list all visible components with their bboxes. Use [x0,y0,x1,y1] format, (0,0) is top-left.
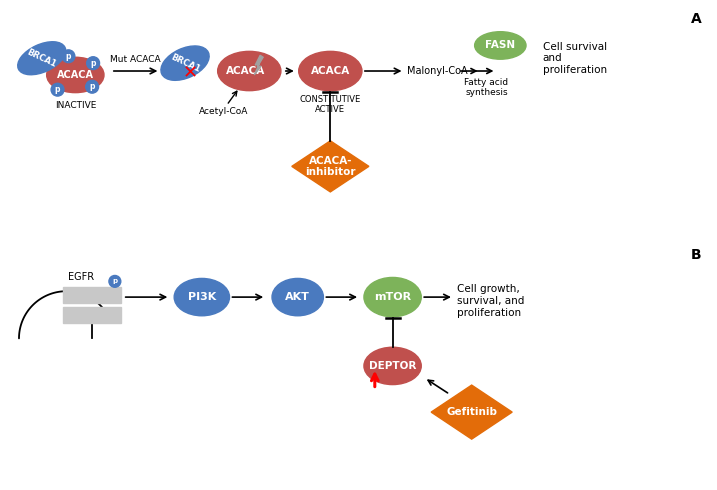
Text: p: p [90,82,95,91]
Text: ACACA: ACACA [57,70,94,80]
Text: ACACA-
inhibitor: ACACA- inhibitor [305,155,356,177]
Text: A: A [690,12,701,26]
Text: Fatty acid
synthesis: Fatty acid synthesis [465,78,508,98]
Text: Mut ACACA: Mut ACACA [110,55,161,64]
Polygon shape [431,385,512,439]
Text: Cell growth,
survival, and
proliferation: Cell growth, survival, and proliferation [457,284,524,318]
Text: p: p [66,52,71,61]
Circle shape [86,80,98,93]
Text: Malonyl-CoA: Malonyl-CoA [407,66,468,76]
Text: p: p [113,278,118,284]
Text: INACTIVE: INACTIVE [54,100,96,109]
Text: p: p [90,59,96,68]
Ellipse shape [364,347,422,385]
Circle shape [109,275,120,287]
Polygon shape [255,55,263,75]
Text: p: p [54,85,60,94]
Circle shape [87,57,100,70]
Text: Gefitinib: Gefitinib [446,407,497,417]
Text: EGFR: EGFR [68,272,95,282]
Text: ✕: ✕ [182,64,198,82]
Circle shape [62,50,75,63]
Ellipse shape [272,278,323,316]
Text: DEPTOR: DEPTOR [369,361,417,371]
Text: Cell survival
and
proliferation: Cell survival and proliferation [543,42,607,75]
Ellipse shape [475,32,526,59]
Text: Acetyl-CoA: Acetyl-CoA [199,107,248,117]
Text: CONSTITUTIVE
ACTIVE: CONSTITUTIVE ACTIVE [300,95,361,114]
Text: PI3K: PI3K [188,292,216,302]
Text: B: B [690,248,701,262]
Text: AKT: AKT [285,292,310,302]
FancyBboxPatch shape [64,287,120,303]
Ellipse shape [364,277,422,317]
Ellipse shape [174,278,229,316]
Ellipse shape [161,46,209,80]
Circle shape [51,83,64,96]
Ellipse shape [299,51,362,91]
Text: ACACA: ACACA [310,66,350,76]
Ellipse shape [18,42,66,75]
FancyBboxPatch shape [64,307,120,322]
Polygon shape [292,141,369,192]
Text: ACACA: ACACA [226,66,265,76]
Ellipse shape [218,51,281,91]
Text: mTOR: mTOR [374,292,411,302]
Text: FASN: FASN [485,41,516,50]
Ellipse shape [47,57,104,93]
Text: BRCA1: BRCA1 [26,48,58,69]
Text: BRCA1: BRCA1 [169,52,201,74]
